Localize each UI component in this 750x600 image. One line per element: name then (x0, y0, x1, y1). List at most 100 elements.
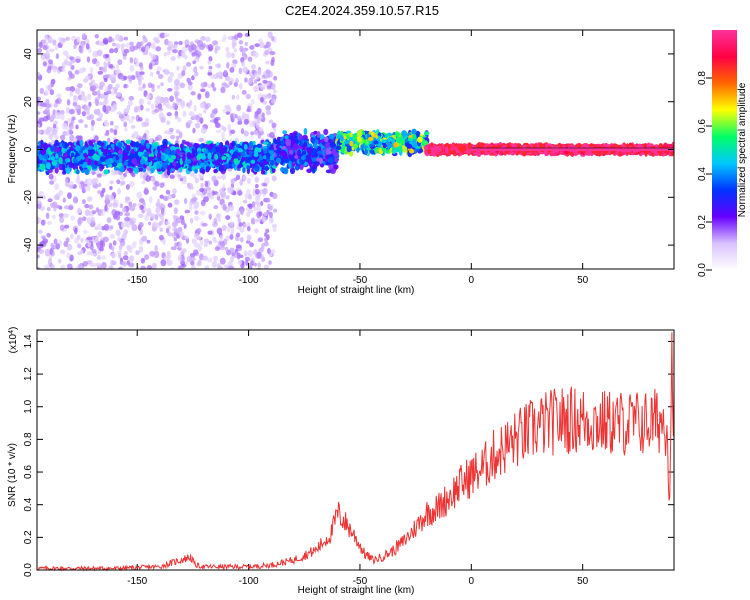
spectrogram-cell (84, 209, 91, 216)
spectrogram-cell (140, 65, 144, 71)
spectrogram-cell (50, 264, 56, 269)
spectrogram-cell (264, 165, 269, 172)
spectrogram-cell (169, 95, 174, 102)
spectrogram-cell (221, 131, 225, 139)
spectrogram-cell (93, 160, 98, 166)
spectrogram-cell (100, 240, 104, 248)
spectrogram-cell (255, 192, 261, 200)
spectrogram-cell (167, 87, 173, 92)
spectrogram-cell (128, 262, 135, 268)
spectrogram-cell (82, 78, 89, 83)
spectrogram-cell (167, 202, 173, 208)
spectrogram-cell (127, 99, 133, 107)
spectrogram-cell (42, 102, 47, 108)
spectrogram-cell (165, 221, 170, 225)
spectrogram-cell (44, 34, 48, 41)
spectrogram-cells (37, 31, 674, 269)
spectrogram-cell (199, 162, 206, 168)
spectrogram-cell (176, 66, 180, 71)
spectrogram-cell (117, 236, 122, 242)
spectrogram-cell (69, 233, 74, 240)
spectrogram-cell (253, 249, 258, 256)
spectrogram-cell (68, 108, 75, 115)
spectrogram-cell (104, 121, 110, 127)
spectrogram-cell (39, 87, 44, 94)
spectrogram-cell (192, 196, 198, 202)
spectrogram-cell (152, 221, 158, 228)
spectrogram-cell (125, 211, 130, 217)
spectrogram-cell (179, 82, 186, 89)
spectrogram-cell (263, 147, 268, 154)
spectrogram-cell (47, 258, 52, 266)
spectrogram-heatmap (37, 31, 674, 269)
spectrogram-cell (133, 142, 138, 147)
spectrogram-cell (172, 215, 177, 219)
spectrogram-cell (125, 184, 130, 190)
spectrogram-cell (44, 107, 50, 114)
spectrogram-cell (233, 158, 239, 163)
spectrogram-cell (211, 82, 215, 88)
spectrogram-cell (115, 229, 121, 237)
spectrogram-cell (251, 201, 256, 208)
spectrogram-cell (58, 212, 65, 218)
spectrogram-cell (154, 136, 159, 142)
spectrogram-cell (177, 117, 182, 123)
spectrogram-cell (170, 134, 176, 140)
spectrogram-cell (37, 71, 41, 77)
spectrogram-cell (55, 53, 60, 60)
spectrogram-cell (91, 210, 96, 215)
spectrogram-cell (231, 94, 236, 100)
spectrogram-cell (109, 48, 115, 54)
spectrogram-cell (263, 232, 268, 237)
spectrogram-cell (38, 229, 43, 234)
spectrogram-cell (239, 45, 244, 53)
spectrogram-cell (272, 226, 277, 233)
spectrogram-cell (254, 130, 259, 136)
spectrogram-cell (86, 56, 91, 63)
spectrogram-cell (225, 46, 230, 52)
spectrogram-cell (188, 185, 194, 190)
spectrogram-cell (140, 139, 145, 146)
spectrogram-cell (260, 170, 266, 175)
spectrogram-cell (253, 51, 259, 59)
spectrogram-cell (214, 246, 221, 251)
spectrogram-cell (102, 104, 107, 113)
spectrogram-cell (152, 36, 159, 42)
spectrogram-cell (52, 109, 56, 115)
spectrogram-cell (172, 44, 178, 49)
spectrogram-cell (95, 60, 100, 68)
spectrogram-cell (206, 257, 213, 263)
spectrogram-cell (268, 216, 274, 224)
spectrogram-cell (50, 80, 55, 88)
spectrogram-cell (226, 62, 230, 69)
spectrogram-cell (137, 213, 142, 218)
spectrogram-cell (47, 65, 52, 70)
spectrogram-cell (192, 161, 198, 166)
spectrogram-cell (43, 153, 49, 160)
spectrogram-cell (152, 262, 157, 269)
spectrogram-cell (221, 137, 226, 142)
spectrogram-cell (53, 102, 59, 108)
spectrogram-cell (108, 194, 115, 201)
spectrogram-cell (171, 221, 178, 228)
spectrogram-cell (263, 264, 270, 269)
spectrogram-cell (250, 98, 255, 105)
spectrogram-cell (254, 184, 259, 189)
spectrogram-cell (55, 153, 59, 159)
spectrogram-cell (95, 262, 102, 267)
spectrogram-cell (246, 177, 252, 185)
spectrogram-cell (255, 122, 260, 129)
spectrogram-cell (111, 42, 116, 47)
spectrogram-cell (69, 86, 76, 92)
spectrogram-cell (271, 192, 278, 200)
spectrogram-cell (215, 213, 221, 219)
spectrogram-cell (193, 205, 198, 210)
spectrogram-cell (192, 67, 198, 73)
spectrogram-cell (254, 79, 258, 84)
spectrogram-cell (115, 83, 120, 89)
spectrogram-cell (179, 215, 185, 220)
spectrogram-cell (135, 266, 140, 269)
spectrogram-cell (61, 122, 68, 130)
spectrogram-cell (253, 262, 257, 267)
spectrogram-cell (247, 79, 252, 85)
